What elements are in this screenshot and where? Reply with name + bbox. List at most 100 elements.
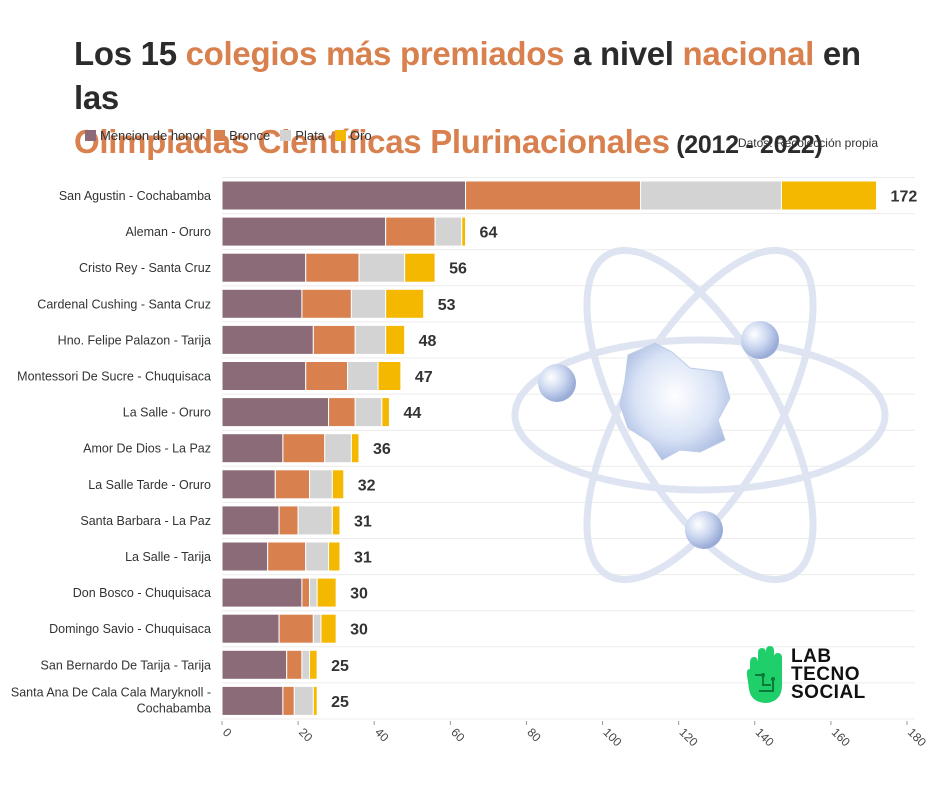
bar-segment-mencion <box>221 324 314 355</box>
category-label: Cristo Rey - Santa Cruz <box>79 261 211 275</box>
bar-segment-plata <box>309 469 333 500</box>
bar-segment-mencion <box>221 361 307 391</box>
title-part: Los 15 <box>74 35 186 72</box>
x-tick-label: 100 <box>600 725 624 749</box>
category-label: Hno. Felipe Palazon - Tarija <box>58 333 211 347</box>
bar-segment-mencion <box>221 505 280 536</box>
legend-swatch-plata <box>280 130 292 141</box>
bar-segment-plata <box>293 685 314 716</box>
category-label: La Salle - Oruro <box>123 406 211 420</box>
chart-title: Los 15 colegios más premiados a nivel na… <box>74 32 914 167</box>
bar-segment-bronce <box>286 649 303 680</box>
bar-segment-mencion <box>221 541 269 572</box>
bar-segment-oro <box>312 685 318 716</box>
bar-segment-oro <box>350 433 360 464</box>
legend-label: Mencion de honor <box>100 128 205 143</box>
electron-sphere <box>685 511 723 549</box>
atom-illustration <box>511 246 889 584</box>
bar-segment-oro <box>309 649 318 680</box>
category-label: Cardenal Cushing - Santa Cruz <box>37 297 211 311</box>
x-tick-label: 80 <box>524 725 544 745</box>
gridlines <box>222 177 915 720</box>
bar-segment-bronce <box>278 613 314 644</box>
total-label: 172 <box>891 189 918 206</box>
total-label: 32 <box>358 477 376 494</box>
bar-segment-mencion <box>221 685 284 716</box>
bar-segment-plata <box>354 397 383 428</box>
bar-segment-oro <box>328 541 341 572</box>
total-label: 30 <box>350 622 368 639</box>
electron-sphere <box>538 364 576 402</box>
category-label: Amor De Dios - La Paz <box>83 442 211 456</box>
x-tick-label: 40 <box>372 725 392 745</box>
logo-line: LAB <box>791 646 832 667</box>
total-label: 48 <box>419 333 437 350</box>
logo-line: SOCIAL <box>791 682 866 703</box>
bar-segment-oro <box>385 288 425 319</box>
category-labels: San Agustin - Cochabamba Aleman - Oruro Cr… <box>11 189 211 715</box>
bar-segment-bronce <box>305 252 360 283</box>
bar-segment-bronce <box>301 577 311 608</box>
x-tick-label: 180 <box>905 725 929 749</box>
total-label: 25 <box>331 658 349 675</box>
bar-segment-oro <box>385 324 406 355</box>
lab-tecno-social-logo: LAB TECNO SOCIAL <box>745 645 866 705</box>
bar-segment-oro <box>331 505 341 536</box>
category-label: Domingo Savio - Chuquisaca <box>49 622 211 636</box>
total-label: 36 <box>373 441 391 458</box>
legend-item-oro: Oro <box>334 128 372 143</box>
bar-segment-bronce <box>465 180 642 211</box>
category-label: Montessori De Sucre - Chuquisaca <box>17 370 211 384</box>
legend-swatch-mencion <box>85 130 96 141</box>
legend-item-mencion: Mencion de honor <box>85 128 204 143</box>
x-tick-label: 60 <box>448 725 468 745</box>
total-label: 30 <box>350 586 368 603</box>
category-label: Santa Ana De Cala Cala Maryknoll - <box>11 685 211 699</box>
bar-segment-plata <box>354 324 387 355</box>
x-tick-label: 140 <box>753 725 777 749</box>
bar-segment-mencion <box>221 649 288 680</box>
category-label: San Agustin - Cochabamba <box>59 189 211 203</box>
category-label: San Bernardo De Tarija - Tarija <box>41 658 212 672</box>
category-label: Don Bosco - Chuquisaca <box>73 586 211 600</box>
bar-segment-mencion <box>221 613 280 644</box>
category-label: La Salle Tarde - Oruro <box>88 478 211 492</box>
legend-item-bronce: Bronce <box>214 128 270 143</box>
bar-segment-mencion <box>221 216 387 247</box>
category-label: Aleman - Oruro <box>126 225 211 239</box>
bar-segment-plata <box>347 361 379 391</box>
total-labels: 172 64 56 53 48 47 44 36 32 31 31 30 30 25 25 <box>331 189 917 711</box>
category-label: La Salle - Tarija <box>125 550 211 564</box>
bar-segment-bronce <box>282 433 326 464</box>
total-label: 64 <box>480 225 498 242</box>
bar-segment-plata <box>640 180 782 211</box>
bar-segment-oro <box>331 469 345 500</box>
electron-sphere <box>741 321 779 359</box>
total-label: 31 <box>354 550 372 567</box>
bolivia-map-shape <box>619 342 731 461</box>
orbit-ring <box>511 336 889 494</box>
bar-segment-bronce <box>278 505 299 536</box>
legend-swatch-oro <box>334 130 346 141</box>
bar-segment-plata <box>309 577 318 608</box>
x-axis: 0 20 40 60 80 100 120 140 160 180 <box>220 721 929 750</box>
bar-segment-plata <box>358 252 406 283</box>
title-years: (2012 - 2022) <box>669 131 823 159</box>
bar-segment-bronce <box>328 397 356 428</box>
legend-label: Bronce <box>229 128 271 143</box>
total-label: 31 <box>354 513 372 530</box>
bar-segment-mencion <box>221 252 307 283</box>
logo-text: LAB TECNO SOCIAL <box>791 646 866 703</box>
bar-segment-mencion <box>221 180 467 211</box>
bar-segment-bronce <box>274 469 311 500</box>
bar-segment-oro <box>377 361 402 391</box>
bar-segment-plata <box>312 613 322 644</box>
bar-segment-plata <box>301 649 311 680</box>
bars <box>221 180 878 716</box>
bar-segment-oro <box>381 397 390 428</box>
title-part: en las <box>74 35 861 116</box>
bar-segment-bronce <box>312 324 356 355</box>
total-label: 56 <box>449 261 467 278</box>
bar-segment-plata <box>434 216 463 247</box>
